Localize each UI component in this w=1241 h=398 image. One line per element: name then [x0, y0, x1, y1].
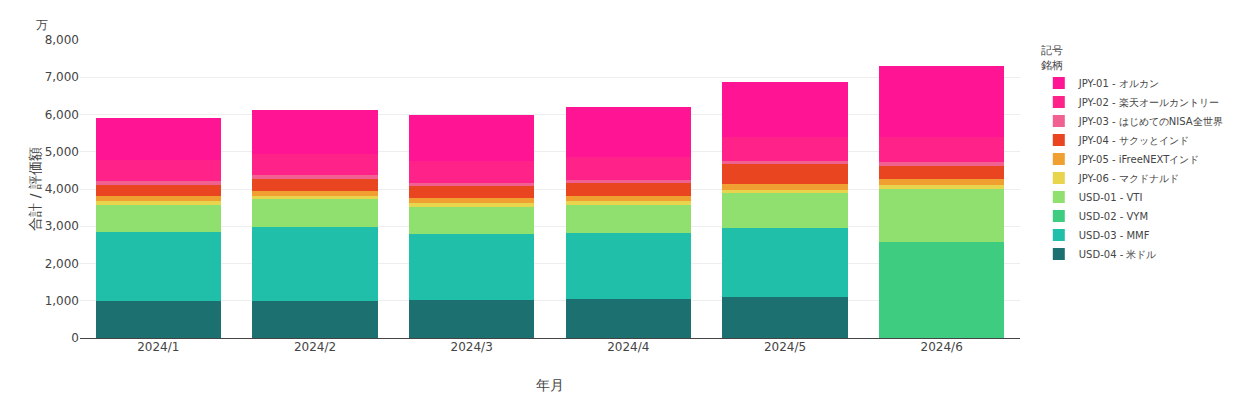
svg-text:8,000: 8,000 — [45, 33, 79, 47]
svg-text:2024/2: 2024/2 — [294, 340, 336, 354]
svg-text:合計 / 評価額: 合計 / 評価額 — [27, 147, 43, 231]
svg-text:JPY-05 - iFreeNEXTインド: JPY-05 - iFreeNEXTインド — [1078, 154, 1200, 165]
svg-text:USD-03 - MMF: USD-03 - MMF — [1079, 230, 1150, 241]
svg-text:JPY-04 - サクッとインド: JPY-04 - サクッとインド — [1078, 135, 1189, 146]
svg-text:2024/5: 2024/5 — [764, 340, 806, 354]
svg-text:年月: 年月 — [536, 377, 564, 393]
svg-text:0: 0 — [71, 331, 79, 345]
svg-text:USD-02 - VYM: USD-02 - VYM — [1079, 211, 1148, 222]
svg-text:USD-04 - 米ドル: USD-04 - 米ドル — [1079, 249, 1157, 260]
svg-text:記号銘柄: 記号銘柄 — [1041, 44, 1063, 71]
svg-text:JPY-03 - はじめてのNISA全世界: JPY-03 - はじめてのNISA全世界 — [1078, 116, 1223, 127]
svg-text:2,000: 2,000 — [45, 257, 79, 271]
svg-text:2024/1: 2024/1 — [137, 340, 179, 354]
svg-text:4,000: 4,000 — [45, 182, 79, 196]
svg-text:2024/6: 2024/6 — [921, 340, 963, 354]
svg-text:5,000: 5,000 — [45, 145, 79, 159]
svg-text:USD-01 - VTI: USD-01 - VTI — [1079, 192, 1143, 203]
svg-text:2024/3: 2024/3 — [451, 340, 493, 354]
svg-text:3,000: 3,000 — [45, 219, 79, 233]
svg-text:JPY-06 - マクドナルド: JPY-06 - マクドナルド — [1078, 173, 1179, 184]
svg-text:万: 万 — [36, 18, 48, 32]
svg-text:JPY-01 - オルカン: JPY-01 - オルカン — [1078, 78, 1159, 89]
svg-text:JPY-02 - 楽天オールカントリー: JPY-02 - 楽天オールカントリー — [1078, 97, 1219, 108]
svg-text:2024/4: 2024/4 — [607, 340, 649, 354]
svg-text:6,000: 6,000 — [45, 108, 79, 122]
svg-text:1,000: 1,000 — [45, 294, 79, 308]
svg-text:7,000: 7,000 — [45, 70, 79, 84]
